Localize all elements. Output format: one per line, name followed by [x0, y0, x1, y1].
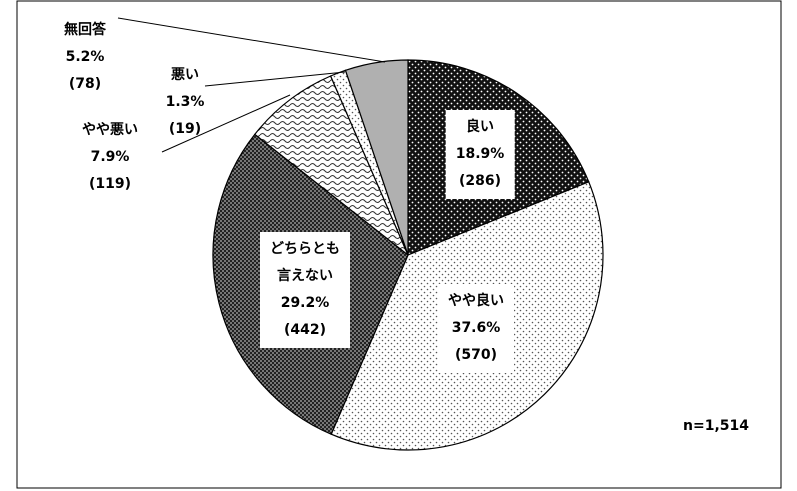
count-label: (286): [458, 173, 502, 189]
slice-label: やや悪い 7.9% (119): [82, 117, 138, 198]
count-label: (119): [88, 176, 132, 192]
pie-slice: [344, 59, 409, 256]
slice-label: 無回答 5.2% (78): [64, 17, 106, 98]
category-label: 無回答: [64, 22, 106, 38]
count-label: (19): [168, 121, 202, 137]
pie: [212, 59, 604, 451]
count-label: (570): [454, 347, 498, 363]
leader-lines: [117, 17, 386, 153]
leader-line: [161, 94, 291, 153]
value-label: 18.9%: [455, 146, 505, 162]
leader-line: [204, 71, 346, 87]
value-label: 37.6%: [451, 320, 501, 336]
leader-line: [117, 17, 386, 63]
slice-label: 良い 18.9% (286): [445, 110, 515, 199]
value-label: 1.3%: [165, 94, 205, 110]
value-label: 5.2%: [65, 49, 105, 65]
value-label: 7.9%: [90, 149, 130, 165]
pie-slice: [253, 75, 409, 256]
frame: [16, 0, 782, 489]
category-label: やや良い: [448, 293, 504, 309]
slice-label: 悪い 1.3% (19): [166, 62, 205, 143]
value-label: 29.2%: [280, 295, 330, 311]
count-label: (442): [283, 322, 327, 338]
count-label: (78): [68, 76, 102, 92]
annotation: n=1,514: [683, 418, 749, 434]
category-label: 良い: [465, 119, 494, 135]
category-label: どちらとも 言えない: [270, 241, 340, 284]
slice-label: どちらとも 言えない 29.2% (442): [260, 232, 350, 348]
category-label: やや悪い: [82, 122, 138, 138]
category-label: 悪い: [170, 67, 199, 83]
slice-label: やや良い 37.6% (570): [438, 284, 514, 373]
